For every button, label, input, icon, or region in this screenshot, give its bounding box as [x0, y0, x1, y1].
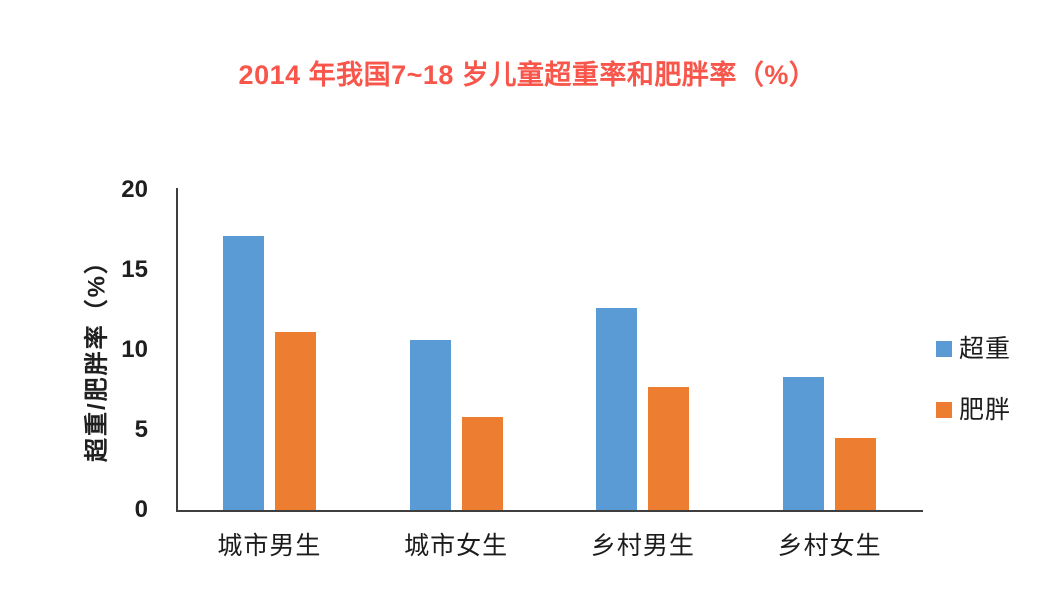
- x-axis-line: [176, 510, 923, 512]
- bar-超重-乡村男生: [596, 308, 638, 510]
- y-tick-label: 20: [121, 176, 148, 203]
- y-axis-title: 超重/肥胖率（%）: [83, 247, 111, 463]
- bar-肥胖-乡村女生: [835, 438, 877, 510]
- legend-label: 肥胖: [959, 395, 1012, 424]
- bar-肥胖-乡村男生: [648, 386, 690, 510]
- y-tick-label: 0: [134, 496, 148, 523]
- bar-超重-城市女生: [409, 340, 451, 510]
- x-category-label: 乡村女生: [777, 532, 882, 560]
- y-tick-label: 5: [134, 416, 148, 443]
- x-category-label: 城市男生: [217, 532, 322, 560]
- y-axis-line: [176, 188, 178, 512]
- bar-超重-城市男生: [222, 236, 264, 510]
- legend-swatch-icon: [936, 341, 952, 357]
- legend-item-超重: 超重: [936, 335, 1011, 363]
- legend-label: 超重: [959, 334, 1012, 363]
- x-category-label: 乡村男生: [590, 532, 695, 560]
- bar-肥胖-城市男生: [274, 332, 316, 510]
- y-tick-label: 15: [121, 256, 148, 283]
- legend-swatch-icon: [936, 402, 952, 418]
- chart-title: 2014 年我国7~18 岁儿童超重率和肥胖率（%）: [238, 60, 817, 90]
- x-category-label: 城市女生: [404, 532, 509, 560]
- legend-item-肥胖: 肥胖: [936, 396, 1011, 424]
- bar-肥胖-城市女生: [461, 417, 503, 510]
- chart-legend: 超重 肥胖: [936, 335, 1011, 457]
- y-tick-label: 10: [121, 336, 148, 363]
- bar-超重-乡村女生: [783, 377, 825, 510]
